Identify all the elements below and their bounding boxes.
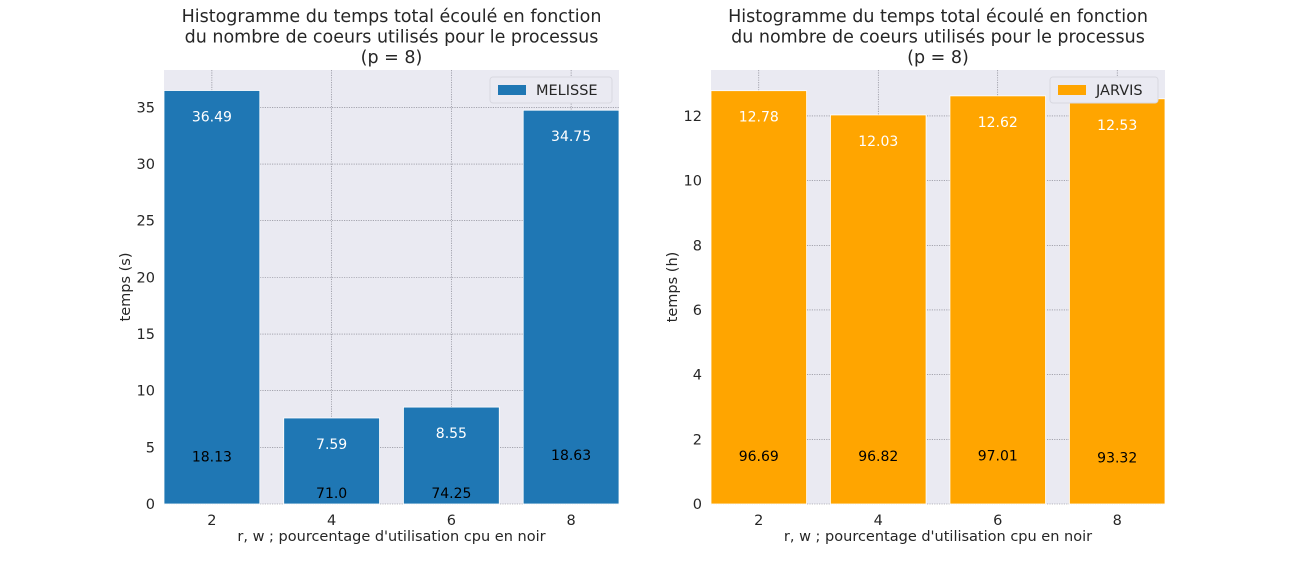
bar-value-label: 12.78	[739, 110, 779, 126]
bar-value-label: 34.75	[551, 129, 591, 145]
chart-title-line: du nombre de coeurs utilisés pour le pro…	[731, 28, 1145, 48]
legend-swatch	[498, 85, 526, 95]
cpu-usage-label: 96.82	[858, 449, 898, 465]
y-tick-label: 0	[146, 497, 155, 513]
bar	[403, 406, 500, 505]
x-tick-label: 4	[874, 513, 883, 529]
cpu-usage-label: 97.01	[978, 449, 1018, 465]
x-tick-label: 8	[566, 513, 575, 529]
x-tick-label: 2	[754, 513, 763, 529]
cpu-usage-label: 74.25	[431, 486, 471, 502]
legend-box	[489, 76, 613, 104]
bar-value-label: 7.59	[316, 437, 347, 453]
x-axis-label: r, w ; pourcentage d'utilisation cpu en …	[784, 529, 1092, 545]
bar	[949, 95, 1046, 505]
legend-swatch	[1058, 85, 1086, 95]
y-tick-label: 10	[684, 174, 702, 190]
y-tick-label: 20	[137, 270, 155, 286]
bar	[283, 417, 380, 505]
y-tick-label: 30	[137, 157, 155, 173]
y-axis-label: temps (s)	[118, 253, 134, 322]
y-tick-label: 4	[693, 368, 702, 384]
chart-title-line: (p = 8)	[361, 48, 423, 68]
legend-label: JARVIS	[1095, 83, 1143, 99]
bar-value-label: 12.62	[978, 115, 1018, 131]
y-tick-label: 12	[684, 109, 702, 125]
chart-title-line: du nombre de coeurs utilisés pour le pro…	[185, 28, 599, 48]
bar-value-label: 36.49	[192, 110, 232, 126]
y-tick-label: 25	[137, 214, 155, 230]
y-tick-label: 10	[137, 384, 155, 400]
bar-value-label: 8.55	[436, 426, 467, 442]
x-tick-label: 8	[1113, 513, 1122, 529]
x-tick-label: 4	[327, 513, 336, 529]
x-tick-label: 6	[993, 513, 1002, 529]
y-tick-label: 5	[146, 440, 155, 456]
y-axis-label: temps (h)	[665, 252, 681, 323]
legend-label: MELISSE	[536, 83, 598, 99]
cpu-usage-label: 71.0	[316, 486, 347, 502]
legend: JARVIS	[1049, 76, 1159, 104]
chart-panel-1: 36.49 7.59 8.55 34.75 18.13 71.0 74.25 18.63 0 5 1…	[118, 7, 620, 545]
bar	[1069, 98, 1166, 505]
x-tick-label: 2	[207, 513, 216, 529]
y-tick-label: 0	[693, 497, 702, 513]
bar-value-label: 12.03	[858, 134, 898, 150]
bar	[163, 90, 261, 505]
legend: MELISSE	[489, 76, 613, 104]
x-tick-label: 6	[447, 513, 456, 529]
cpu-usage-label: 96.69	[739, 449, 779, 465]
bar	[710, 90, 807, 505]
cpu-usage-label: 18.63	[551, 448, 591, 464]
bar-value-label: 12.53	[1097, 118, 1137, 134]
cpu-usage-label: 93.32	[1097, 451, 1137, 467]
y-tick-label: 8	[693, 238, 702, 254]
chart-title-line: Histogramme du temps total écoulé en fon…	[728, 7, 1148, 27]
bar	[830, 114, 927, 505]
chart-panel-2: 12.78 12.03 12.62 12.53 96.69 96.82 97.01 93.32…	[665, 7, 1166, 545]
y-tick-label: 6	[693, 303, 702, 319]
bar	[522, 109, 620, 505]
chart-title-line: Histogramme du temps total écoulé en fon…	[182, 7, 602, 27]
y-tick-label: 2	[693, 432, 702, 448]
chart-title-line: (p = 8)	[907, 48, 969, 68]
y-tick-label: 35	[137, 100, 155, 116]
x-axis-label: r, w ; pourcentage d'utilisation cpu en …	[237, 529, 545, 545]
cpu-usage-label: 18.13	[192, 450, 232, 466]
y-tick-label: 15	[137, 327, 155, 343]
legend-box	[1049, 76, 1159, 104]
